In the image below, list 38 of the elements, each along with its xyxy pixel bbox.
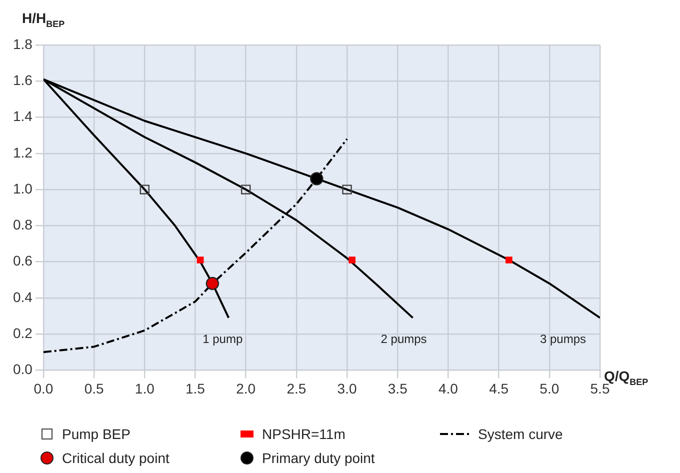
point [240, 184, 251, 194]
x-tick-label: 0.0 [34, 380, 54, 396]
x-tick-label: 3.5 [388, 380, 408, 396]
x-tick-label: 3.0 [337, 380, 357, 396]
y-tick-label: 1.6 [12, 72, 33, 88]
y-tick-label: 0.6 [12, 252, 33, 269]
point [342, 184, 352, 194]
y-tick-label: 0.2 [12, 324, 33, 341]
point [310, 172, 324, 186]
y-tick-label: 1.8 [12, 36, 33, 52]
x-tick-label: 2.0 [236, 380, 256, 396]
x-tick-label: 4.0 [438, 380, 458, 396]
x-tick-label: 4.5 [489, 380, 509, 396]
annotation: 1 pump [202, 332, 243, 346]
x-tick-label: 2.5 [286, 380, 306, 396]
point [206, 276, 220, 290]
y-tick-label: 0.4 [12, 288, 33, 305]
annotation: 3 pumps [540, 332, 586, 346]
y-tick-label: 1.2 [12, 144, 33, 160]
legend-label: Pump BEP [62, 426, 130, 442]
legend-label: NPSHR=11m [262, 426, 346, 442]
point [196, 256, 204, 264]
annotation: 2 pumps [380, 332, 427, 346]
y-tick-label: 0.8 [12, 216, 33, 233]
y-axis-title: H/H$_{BEP}$ [22, 10, 65, 29]
y-tick-label: 1.0 [12, 180, 33, 196]
legend-label: Critical duty point [62, 450, 170, 466]
point [506, 256, 512, 264]
x-tick-label: 0.5 [84, 380, 104, 396]
x-tick-label: 1.0 [134, 380, 155, 396]
y-tick-label: 0.0 [12, 361, 33, 378]
x-tick-label: 5.0 [540, 380, 560, 396]
legend-label: System curve [478, 426, 563, 442]
point [348, 256, 356, 264]
legend-label: Primary duty point [262, 450, 375, 466]
point [140, 184, 150, 194]
y-tick-label: 1.4 [12, 108, 33, 124]
x-tick-label: 1.5 [186, 380, 206, 396]
